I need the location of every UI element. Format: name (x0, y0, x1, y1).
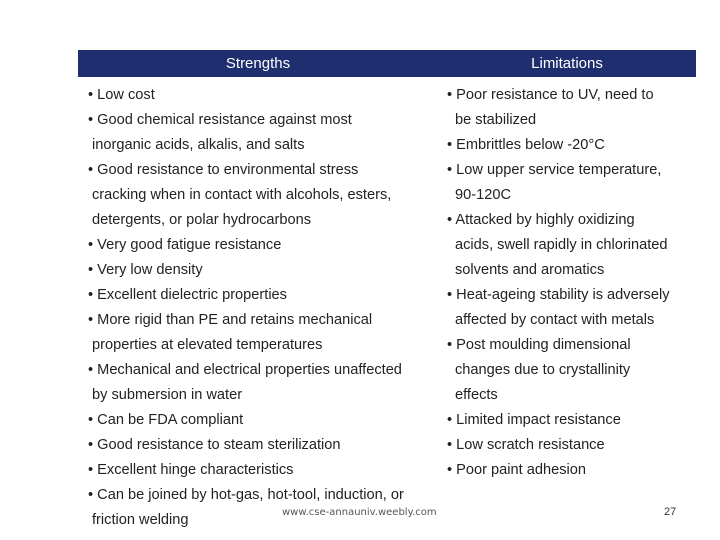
limitation-line: solvents and aromatics (455, 262, 605, 278)
strength-line: • Good chemical resistance against most (88, 112, 352, 128)
limitation-line: • Limited impact resistance (447, 412, 621, 428)
strength-line: • Good resistance to environmental stres… (88, 162, 359, 178)
strength-line: • Low cost (88, 87, 155, 103)
limitation-line: effects (455, 387, 498, 403)
strength-line: cracking when in contact with alcohols, … (92, 187, 392, 203)
limitation-line: acids, swell rapidly in chlorinated (455, 237, 668, 253)
limitation-line: • Low scratch resistance (447, 437, 605, 453)
strength-line: • Excellent dielectric properties (88, 287, 287, 303)
limitation-line: changes due to crystallinity (455, 362, 631, 378)
page-number: 27 (664, 506, 677, 518)
limitations-heading: Limitations (531, 55, 603, 72)
strength-line: by submersion in water (92, 387, 243, 403)
limitation-line: • Low upper service temperature, (447, 162, 662, 178)
strength-line: • Excellent hinge characteristics (88, 462, 294, 478)
limitation-line: • Poor resistance to UV, need to (447, 87, 654, 103)
limitations-list: • Poor resistance to UV, need to be stab… (447, 83, 707, 483)
strength-line: • Mechanical and electrical properties u… (88, 362, 402, 378)
limitation-line: • Poor paint adhesion (447, 462, 586, 478)
strength-line: • More rigid than PE and retains mechani… (88, 312, 373, 328)
limitation-line: 90-120C (455, 187, 511, 203)
strength-line: properties at elevated temperatures (92, 337, 323, 353)
strength-line: • Good resistance to steam sterilization (88, 437, 341, 453)
limitation-line: • Attacked by highly oxidizing (447, 212, 635, 228)
strength-line: detergents, or polar hydrocarbons (92, 212, 312, 228)
limitation-line: • Embrittles below -20°C (447, 137, 605, 153)
strength-line: • Very low density (88, 262, 203, 278)
strengths-list: • Low cost • Good chemical resistance ag… (88, 83, 448, 533)
footer-url: www.cse-annauniv.weebly.com (282, 507, 437, 518)
table-header-bar: Strengths Limitations (78, 50, 696, 77)
limitation-line: affected by contact with metals (455, 312, 655, 328)
strength-line: • Can be joined by hot-gas, hot-tool, in… (88, 487, 404, 503)
strength-line: • Very good fatigue resistance (88, 237, 282, 253)
strength-line: friction welding (92, 512, 189, 528)
limitation-line: • Heat-ageing stability is adversely (447, 287, 670, 303)
strength-line: • Can be FDA compliant (88, 412, 244, 428)
limitation-line: • Post moulding dimensional (447, 337, 631, 353)
strengths-heading: Strengths (225, 55, 291, 72)
limitation-line: be stabilized (455, 112, 537, 128)
strength-line: inorganic acids, alkalis, and salts (92, 137, 305, 153)
